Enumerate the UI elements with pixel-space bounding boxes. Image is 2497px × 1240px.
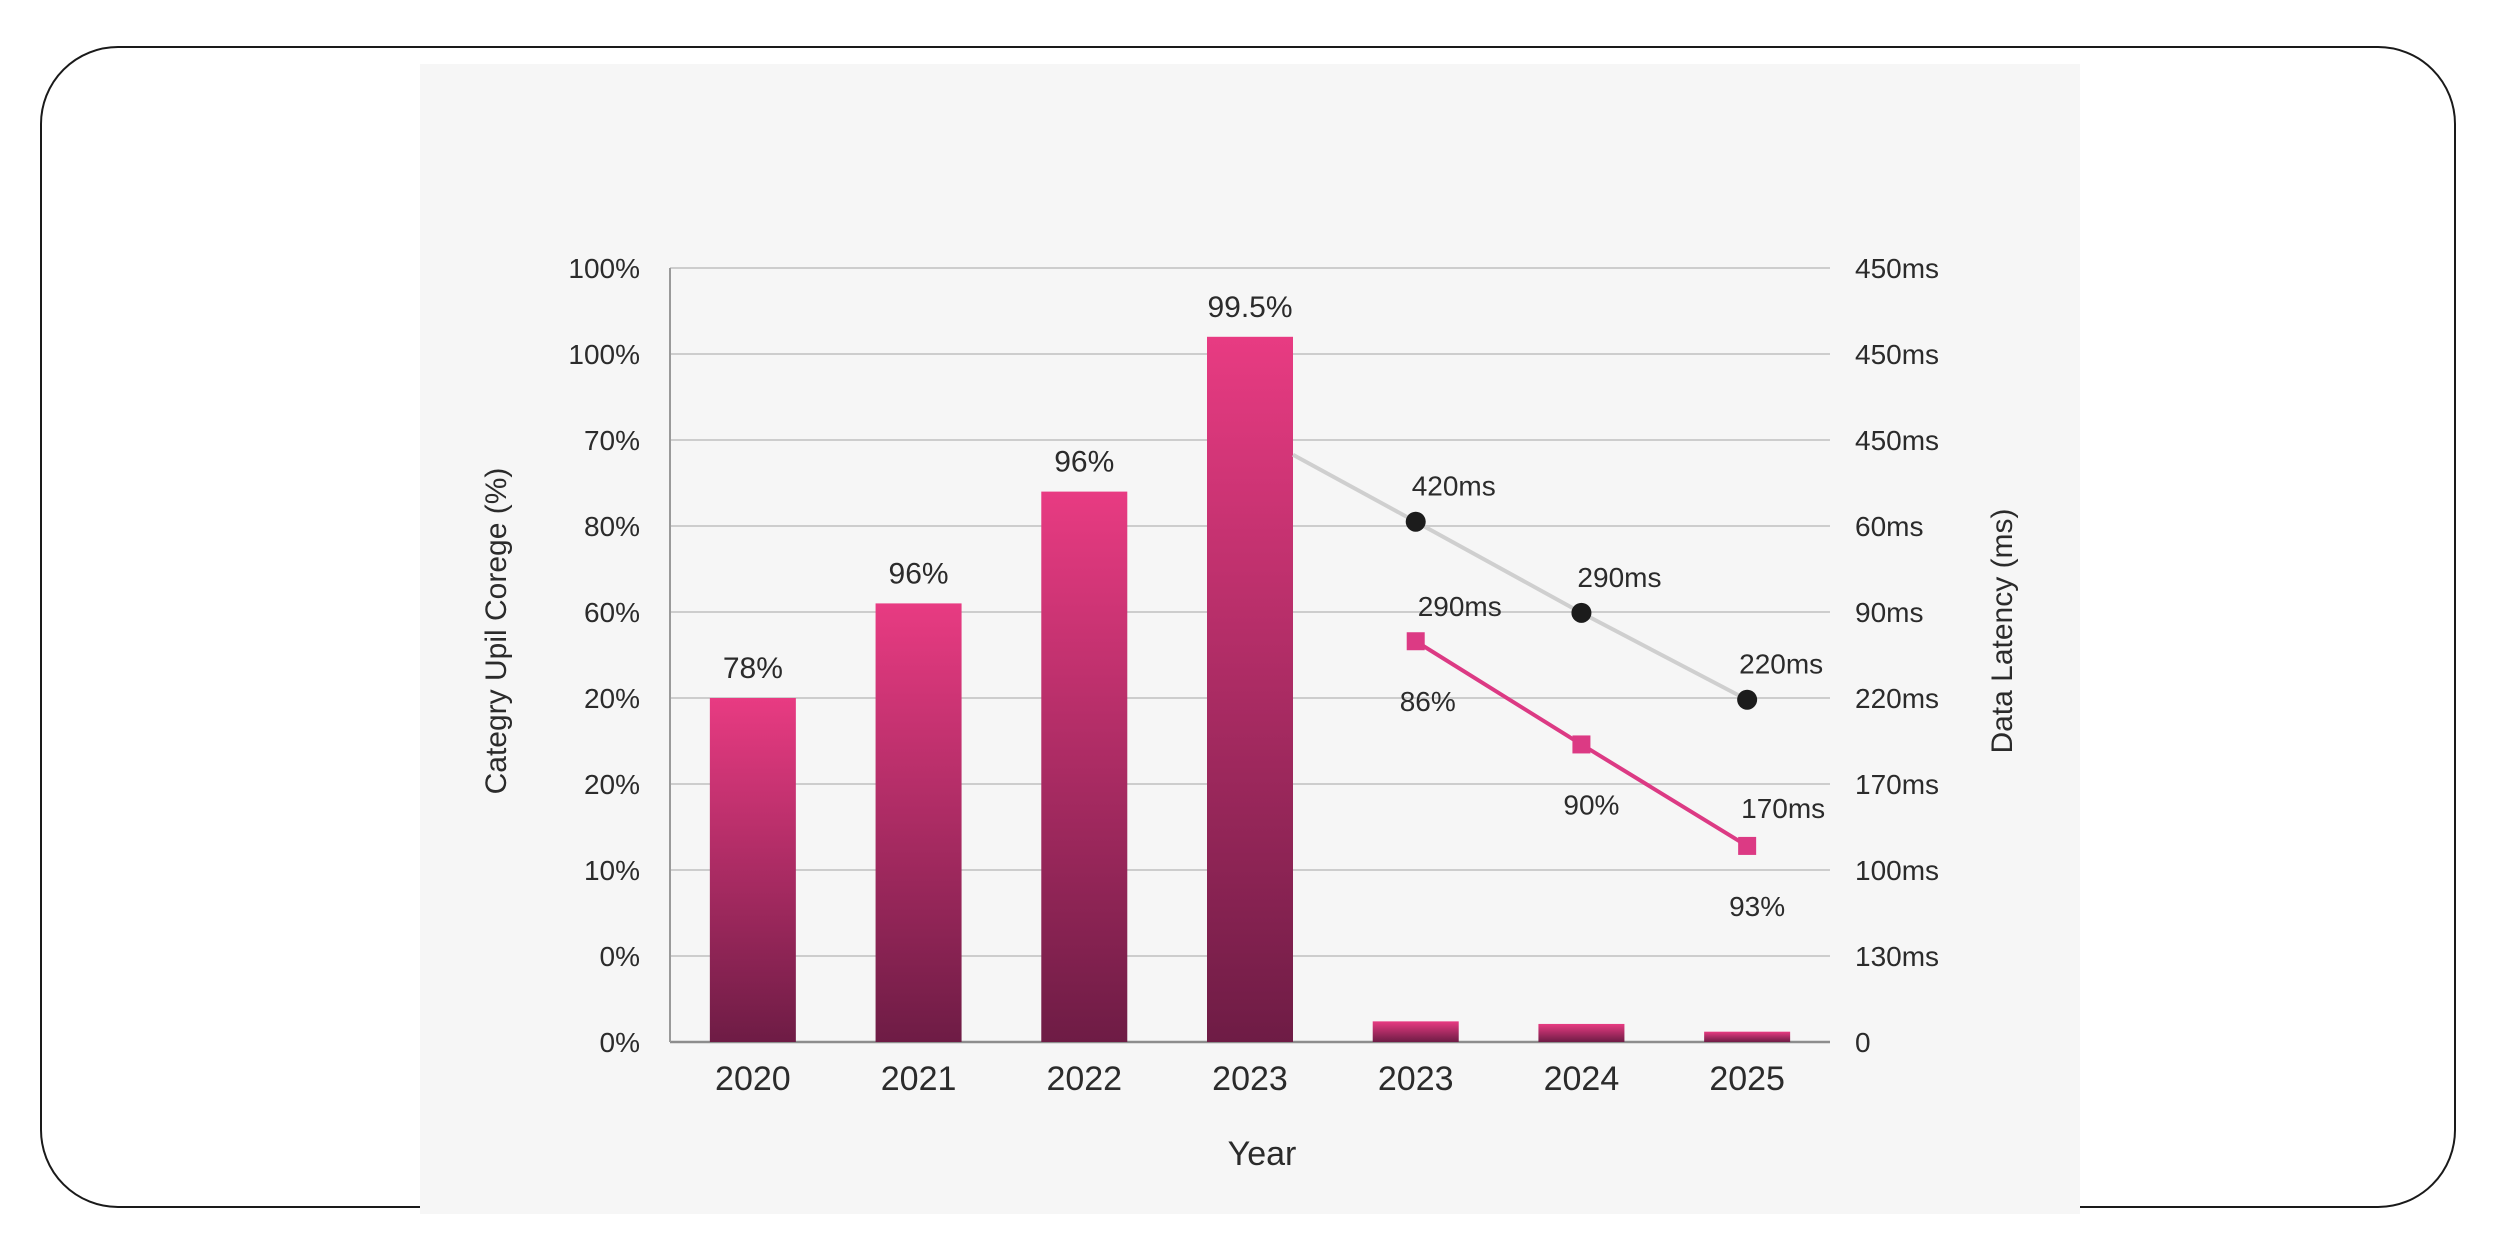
x-tick-label: 2023 — [1212, 1060, 1288, 1098]
left-tick-label: 0% — [600, 1027, 640, 1058]
bar-value-label: 78% — [723, 652, 783, 685]
latency-label: 290ms — [1577, 562, 1661, 593]
left-tick-label: 0% — [600, 941, 640, 972]
bars — [709, 336, 1791, 1043]
x-axis-title: Year — [1228, 1135, 1297, 1173]
x-tick-label: 2023 — [1378, 1060, 1454, 1098]
x-tick-label: 2020 — [715, 1060, 791, 1098]
latency-line — [1292, 453, 1749, 702]
left-tick-label: 10% — [584, 855, 640, 886]
right-tick-label: 450ms — [1855, 425, 1939, 456]
left-tick-label: 20% — [584, 769, 640, 800]
right-tick-label: 220ms — [1855, 683, 1939, 714]
latency-label: 220ms — [1739, 649, 1823, 680]
right-tick-label: 60ms — [1855, 511, 1923, 542]
trend-label: 290ms — [1418, 591, 1502, 622]
bar-value-label: 96% — [889, 557, 949, 590]
bar — [709, 698, 796, 1042]
right-tick-label: 130ms — [1855, 941, 1939, 972]
left-tick-label: 20% — [584, 683, 640, 714]
x-tick-label: 2021 — [881, 1060, 957, 1098]
bar-value-label: 99.5% — [1207, 291, 1292, 324]
latency-point — [1571, 602, 1592, 623]
left-tick-label: 60% — [584, 597, 640, 628]
left-tick-label: 100% — [568, 339, 640, 370]
right-axis-title: Data Latency (ms) — [1986, 508, 2019, 753]
right-tick-label: 170ms — [1855, 769, 1939, 800]
latency-point — [1405, 511, 1426, 532]
right-tick-label: 450ms — [1855, 339, 1939, 370]
bar — [1207, 336, 1293, 1042]
trend-point — [1406, 632, 1425, 651]
bar-value-label: 96% — [1054, 446, 1114, 479]
left-tick-label: 80% — [584, 511, 640, 542]
lines — [1292, 453, 1758, 855]
bar — [1538, 1023, 1625, 1042]
bar — [1372, 1021, 1459, 1042]
trend-point — [1572, 735, 1591, 754]
x-tick-label: 2022 — [1046, 1060, 1122, 1098]
right-tick-label: 0 — [1855, 1027, 1871, 1058]
x-tick-label: 2025 — [1709, 1060, 1785, 1098]
latency-point — [1737, 689, 1758, 710]
trend-sublabel: 93% — [1729, 891, 1785, 922]
bar — [1041, 491, 1128, 1043]
trend-sublabel: 86% — [1400, 686, 1456, 717]
bar — [1704, 1031, 1791, 1042]
bar — [875, 603, 962, 1042]
left-tick-label: 70% — [584, 425, 640, 456]
trend-point — [1738, 836, 1757, 855]
left-axis-title: Categry Upil Corege (%) — [480, 468, 513, 795]
latency-label: 420ms — [1412, 471, 1496, 502]
right-tick-label: 100ms — [1855, 855, 1939, 886]
x-tick-label: 2024 — [1544, 1060, 1620, 1098]
right-tick-label: 90ms — [1855, 597, 1923, 628]
trend-label: 170ms — [1741, 793, 1825, 824]
left-tick-label: 100% — [568, 253, 640, 284]
right-tick-label: 450ms — [1855, 253, 1939, 284]
labels: 0% 0 0% 130ms 10% 100ms 20% 170ms 20% 220ms 60% 90m… — [568, 253, 1939, 1098]
trend-sublabel: 90% — [1563, 789, 1619, 820]
